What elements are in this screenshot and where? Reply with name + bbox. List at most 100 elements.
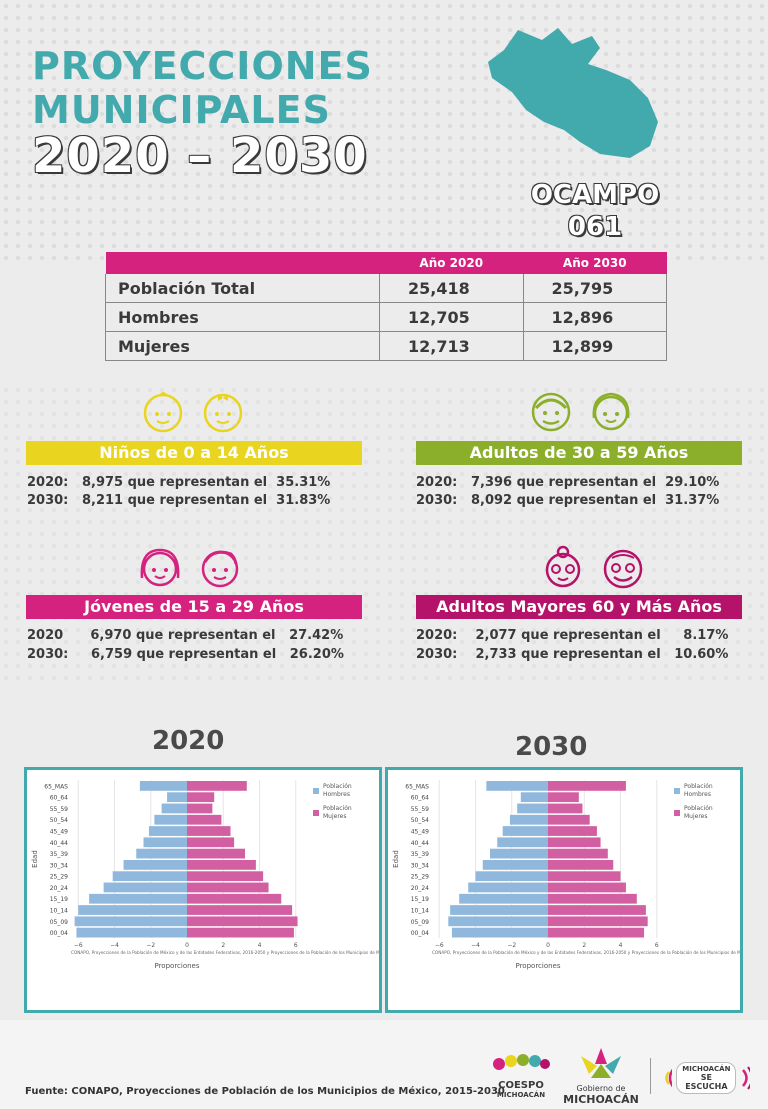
row-value-2030: 25,795 — [522, 274, 667, 303]
municipality-map — [488, 28, 658, 158]
y-tick-label: 45_49 — [50, 828, 68, 835]
y-tick-label: 00_04 — [50, 930, 68, 937]
x-tick-label: 6 — [294, 942, 298, 949]
row-label: Mujeres — [105, 331, 380, 361]
legend-swatch-men — [313, 788, 319, 794]
chart-note: CONAPO, Proyecciones de la Población de … — [432, 950, 740, 955]
mayores-2030: 2030: 2,733 que representan el 10.60% — [416, 647, 729, 662]
bar-men — [89, 893, 187, 904]
chart-note: CONAPO, Proyecciones de la Población de … — [71, 950, 379, 955]
legend-label-women: Población — [684, 805, 713, 812]
jovenes-2030: 2030: 6,759 que representan el 26.20% — [27, 647, 344, 662]
bar-men — [123, 860, 187, 870]
bar-women — [187, 781, 247, 791]
bar-women — [548, 905, 646, 915]
gobierno-subtext: MICHOACÁN — [563, 1093, 639, 1106]
bar-women — [548, 871, 621, 882]
coespo-subtext: MICHOACÁN — [496, 1091, 546, 1099]
sound-wave-right-icon — [742, 1066, 750, 1090]
jovenes-2020: 2020 6,970 que representan el 27.42% — [27, 628, 344, 643]
y-tick-label: 55_59 — [50, 806, 68, 813]
y-tick-label: 15_19 — [50, 896, 68, 903]
bar-men — [459, 893, 548, 904]
bar-men — [154, 814, 187, 825]
y-tick-label: 20_24 — [50, 885, 68, 892]
bar-men — [161, 803, 187, 814]
x-tick-label: 2 — [582, 942, 586, 949]
y-tick-label: 25_29 — [411, 874, 429, 881]
y-tick-label: 65_MAS — [44, 783, 68, 790]
legend-label-men-2: Hombres — [684, 791, 711, 798]
row-value-2020: 12,713 — [379, 331, 523, 361]
year-label-2020: 2020 — [152, 726, 225, 756]
bar-men — [74, 916, 187, 927]
legend-label-women-2: Mujeres — [323, 813, 347, 820]
coespo-people-icon — [493, 1054, 550, 1070]
y-tick-label: 20_24 — [411, 885, 429, 892]
bar-women — [187, 792, 215, 803]
baby-boy-icon — [143, 392, 183, 433]
bar-men — [143, 837, 187, 848]
y-tick-label: 60_64 — [50, 795, 68, 802]
bar-women — [187, 893, 282, 904]
legend-label-women: Población — [323, 805, 352, 812]
bar-women — [187, 882, 269, 893]
woman-icon — [592, 392, 630, 431]
y-axis-label: Edad — [392, 850, 400, 868]
gobierno-text: Gobierno de — [576, 1084, 626, 1093]
x-axis-label: Proporciones — [154, 962, 199, 970]
row-value-2020: 12,705 — [379, 302, 523, 332]
bar-men — [78, 905, 187, 915]
adultos-2020: 2020: 7,396 que representan el 29.10% — [416, 475, 720, 490]
bar-men — [448, 916, 548, 927]
grandfather-icon — [603, 549, 643, 589]
title-line2: MUNICIPALES — [32, 88, 331, 132]
bar-women — [187, 826, 231, 836]
bar-men — [486, 781, 548, 791]
row-value-2030: 12,899 — [522, 331, 667, 361]
y-tick-label: 65_MAS — [405, 783, 429, 790]
x-tick-label: 4 — [619, 942, 623, 949]
y-tick-label: 05_09 — [50, 919, 68, 926]
x-tick-label: 0 — [546, 942, 550, 949]
row-value-2020: 25,418 — [379, 274, 523, 303]
bar-women — [187, 837, 235, 848]
bar-women — [548, 882, 626, 893]
bar-women — [187, 905, 293, 915]
adultos-2030: 2030: 8,092 que representan el 31.37% — [416, 493, 720, 508]
y-tick-label: 55_59 — [411, 806, 429, 813]
row-label: Población Total — [105, 274, 380, 303]
bar-men — [520, 792, 548, 803]
bar-women — [548, 927, 645, 938]
bar-men — [112, 871, 187, 882]
bar-men — [502, 826, 548, 836]
bar-women — [548, 781, 626, 791]
y-tick-label: 30_34 — [411, 862, 429, 869]
bar-women — [187, 871, 264, 882]
bar-women — [187, 814, 222, 825]
grandmother-icon — [545, 545, 581, 588]
col-2020-header: Año 2020 — [379, 252, 523, 274]
y-tick-label: 25_29 — [50, 874, 68, 881]
legend-label-men: Población — [684, 783, 713, 790]
bar-women — [548, 803, 583, 814]
y-tick-label: 30_34 — [50, 862, 68, 869]
legend-swatch-men — [674, 788, 680, 794]
x-tick-label: −2 — [146, 942, 155, 949]
x-tick-label: −4 — [471, 942, 480, 949]
x-tick-label: 2 — [221, 942, 225, 949]
municipality-name: OCAMPO — [530, 180, 660, 210]
legend-label-men-2: Hombres — [323, 791, 350, 798]
x-tick-label: 0 — [185, 942, 189, 949]
mayores-icons — [540, 544, 646, 590]
bar-men — [451, 927, 548, 938]
x-axis-label: Proporciones — [515, 962, 560, 970]
bar-men — [76, 927, 187, 938]
bar-men — [103, 882, 187, 893]
bar-women — [548, 916, 648, 927]
bar-women — [548, 826, 597, 836]
bar-women — [187, 927, 294, 938]
x-tick-label: −2 — [507, 942, 516, 949]
girl-icon — [140, 548, 180, 587]
y-tick-label: 00_04 — [411, 930, 429, 937]
